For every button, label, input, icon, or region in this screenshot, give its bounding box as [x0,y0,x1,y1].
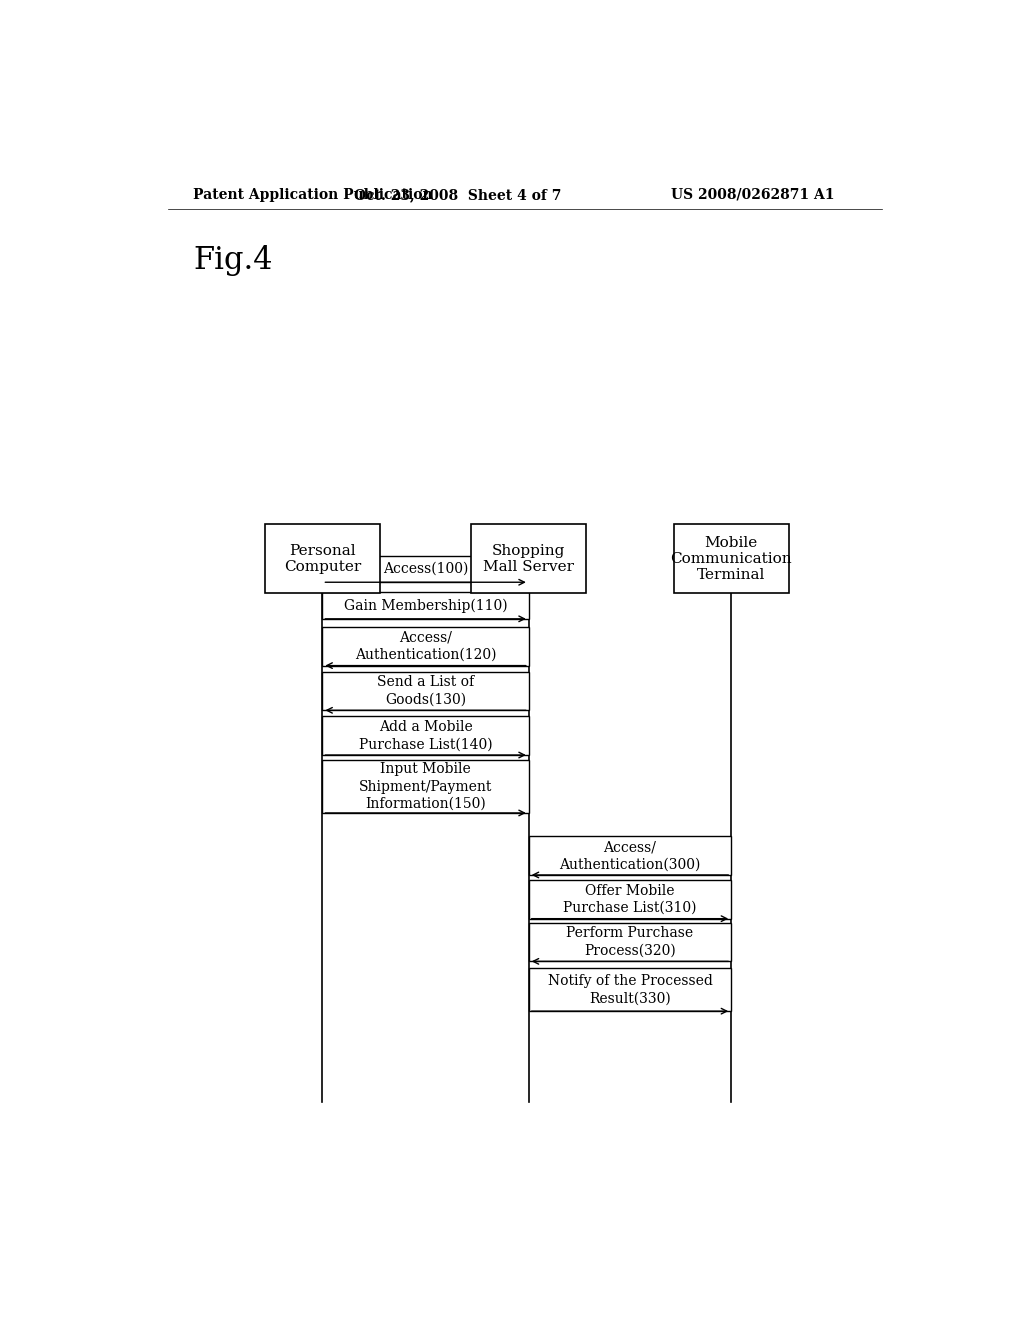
Bar [674,524,788,594]
Bar [528,969,731,1011]
Text: Mobile
Communication
Terminal: Mobile Communication Terminal [671,536,792,582]
Text: Oct. 23, 2008  Sheet 4 of 7: Oct. 23, 2008 Sheet 4 of 7 [353,187,561,202]
Text: Shopping
Mall Server: Shopping Mall Server [483,544,574,574]
Bar [471,524,587,594]
Text: Offer Mobile
Purchase List(310): Offer Mobile Purchase List(310) [563,883,696,915]
Bar [265,524,380,594]
Bar [323,717,528,755]
Text: Add a Mobile
Purchase List(140): Add a Mobile Purchase List(140) [358,721,493,751]
Text: Patent Application Publication: Patent Application Publication [194,187,433,202]
Bar [323,760,528,813]
Bar [323,672,528,710]
Text: Fig.4: Fig.4 [194,244,272,276]
Bar [528,880,731,919]
Text: Notify of the Processed
Result(330): Notify of the Processed Result(330) [548,974,713,1006]
Bar [528,923,731,961]
Text: US 2008/0262871 A1: US 2008/0262871 A1 [671,187,835,202]
Bar [528,837,731,875]
Text: Access(100): Access(100) [383,562,468,576]
Text: Perform Purchase
Process(320): Perform Purchase Process(320) [566,927,693,958]
Bar [323,627,528,665]
Text: Access/
Authentication(300): Access/ Authentication(300) [559,840,700,871]
Text: Access/
Authentication(120): Access/ Authentication(120) [355,631,497,661]
Text: Send a List of
Goods(130): Send a List of Goods(130) [377,676,474,706]
Text: Personal
Computer: Personal Computer [284,544,361,574]
Text: Input Mobile
Shipment/Payment
Information(150): Input Mobile Shipment/Payment Informatio… [359,762,493,810]
Bar [323,593,528,619]
Bar [323,556,528,582]
Text: Gain Membership(110): Gain Membership(110) [344,598,508,612]
